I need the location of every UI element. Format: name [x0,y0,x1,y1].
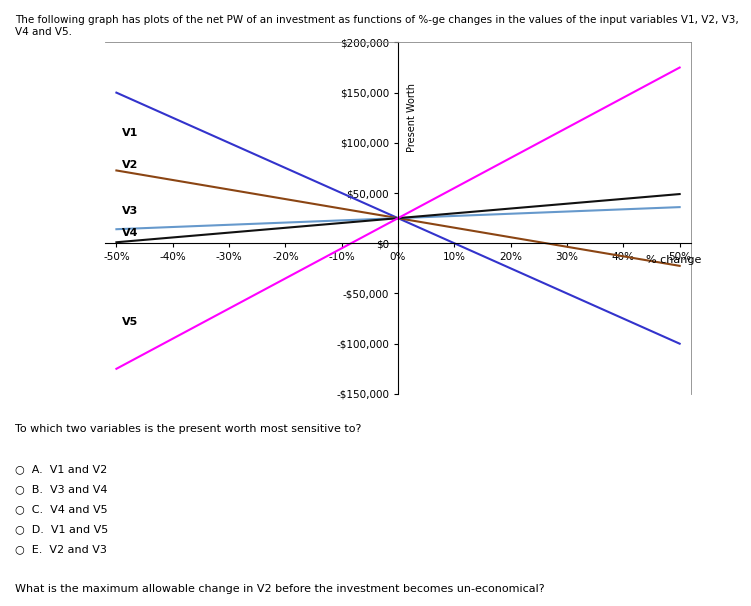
Text: What is the maximum allowable change in V2 before the investment becomes un-econ: What is the maximum allowable change in … [15,584,544,594]
Text: % change: % change [646,255,701,265]
Text: ○  D.  V1 and V5: ○ D. V1 and V5 [15,524,108,534]
Text: V2: V2 [122,160,138,170]
Text: ○  E.  V2 and V3: ○ E. V2 and V3 [15,544,107,554]
Text: V4: V4 [122,228,138,238]
Text: The following graph has plots of the net PW of an investment as functions of %-g: The following graph has plots of the net… [15,15,739,37]
Text: To which two variables is the present worth most sensitive to?: To which two variables is the present wo… [15,424,361,435]
Text: V3: V3 [122,206,138,216]
Text: ○  A.  V1 and V2: ○ A. V1 and V2 [15,464,107,474]
Text: ○  B.  V3 and V4: ○ B. V3 and V4 [15,484,107,494]
Text: Present Worth: Present Worth [407,82,417,152]
Text: ○  C.  V4 and V5: ○ C. V4 and V5 [15,504,107,514]
Text: V1: V1 [122,128,138,138]
Text: V5: V5 [122,316,138,327]
